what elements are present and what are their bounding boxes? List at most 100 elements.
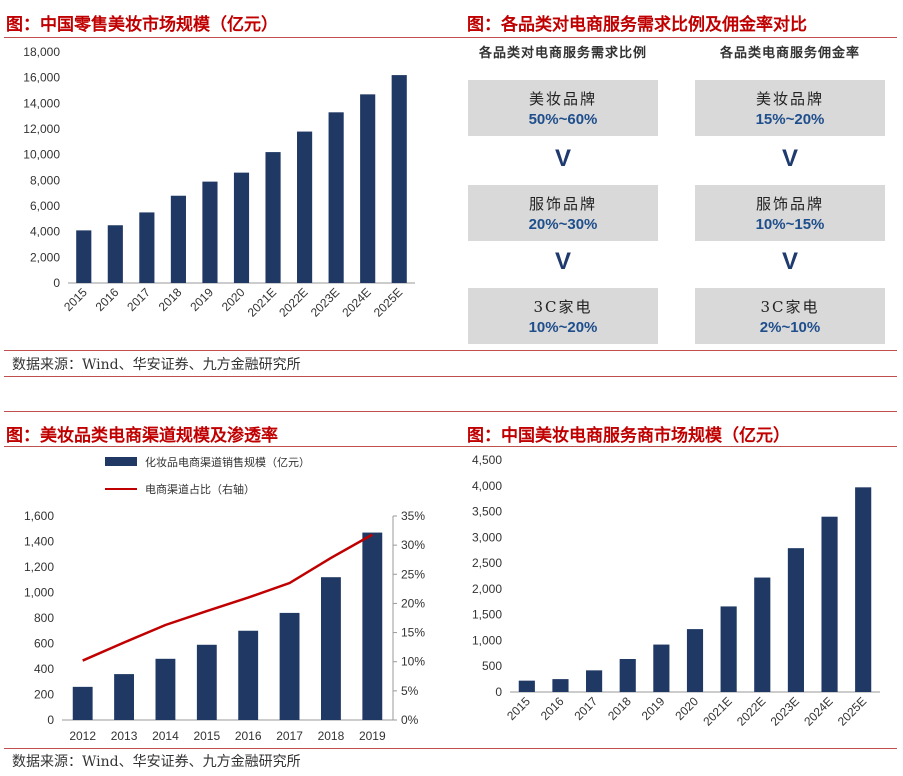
x-tick-label: 2019 xyxy=(639,694,668,723)
x-tick-label: 2024E xyxy=(339,285,373,319)
bar xyxy=(586,670,603,692)
chevron-down-icon: V xyxy=(781,248,798,275)
col2-box-beauty: 美妆品牌 15%~20% xyxy=(695,80,885,136)
bar xyxy=(139,212,155,283)
x-tick-label: 2023E xyxy=(768,694,802,728)
y-tick-label: 0 xyxy=(47,713,54,727)
box-name: 3C家电 xyxy=(760,298,820,316)
chevron-down-icon: V xyxy=(554,248,571,275)
beauty-ecommerce-channel-chart: 0 200 400 600 800 1,000 1,200 1,400 1,600 2012 201… xyxy=(24,509,425,743)
y-tick-label: 4,500 xyxy=(472,453,502,467)
bar xyxy=(196,644,217,720)
top-divider xyxy=(4,37,897,38)
bar xyxy=(265,152,281,283)
bar xyxy=(202,181,218,283)
bar xyxy=(107,225,123,283)
bottom-source-note: 数据来源：Wind、华安证券、九方金融研究所 xyxy=(12,754,301,770)
x-tick-label: 2024E xyxy=(801,694,835,728)
y-tick-label: 12,000 xyxy=(23,122,60,136)
y-tick-label: 4,000 xyxy=(30,225,60,239)
bar xyxy=(720,606,737,692)
x-tick-label: 2022E xyxy=(276,285,310,319)
y2-tick-label: 35% xyxy=(401,509,425,523)
x-tick-label: 2014 xyxy=(152,729,179,743)
y-tick-label: 0 xyxy=(495,685,502,699)
x-tick-label: 2023E xyxy=(308,285,342,319)
chart1-title: 图：中国零售美妆市场规模（亿元） xyxy=(6,15,278,35)
bar xyxy=(114,674,134,720)
box-range: 50%~60% xyxy=(528,111,598,128)
y-tick-label: 500 xyxy=(482,659,502,673)
x-tick-label: 2018 xyxy=(156,285,185,314)
bottom-title-divider xyxy=(4,446,897,447)
y-tick-label: 200 xyxy=(34,688,54,702)
bar xyxy=(76,230,92,283)
legend-bar-label: 化妆品电商渠道销售规模（亿元） xyxy=(145,456,310,469)
y-tick-label: 3,500 xyxy=(472,505,502,519)
bar xyxy=(787,548,804,692)
x-tick-label: 2025E xyxy=(835,694,869,728)
bar xyxy=(754,577,771,692)
y-tick-label: 400 xyxy=(34,662,54,676)
x-tick-label: 2018 xyxy=(605,694,634,723)
retail-beauty-market-chart: 0 2,000 4,000 6,000 8,000 10,000 12,000 14,000 1… xyxy=(23,45,415,320)
beauty-ecommerce-service-chart: 0 500 1,000 1,500 2,000 2,500 3,000 3,500 4,000 4… xyxy=(472,453,880,729)
bar xyxy=(321,577,341,720)
bar xyxy=(360,94,376,283)
y-tick-label: 1,200 xyxy=(24,560,54,574)
y-tick-label: 1,600 xyxy=(24,509,54,523)
bar xyxy=(619,659,636,692)
bar xyxy=(821,516,838,692)
y-tick-label: 1,400 xyxy=(24,535,54,549)
col1-heading: 各品类对电商服务需求比例 xyxy=(478,46,647,61)
bar xyxy=(170,195,186,283)
x-tick-label: 2016 xyxy=(235,729,262,743)
chart4-title: 图：中国美妆电商服务商市场规模（亿元） xyxy=(467,426,790,446)
top-bottom-divider xyxy=(4,376,897,377)
bottom-top-divider xyxy=(4,411,897,412)
legend-bar-swatch xyxy=(105,457,137,466)
y-tick-label: 10,000 xyxy=(23,148,60,162)
y-tick-label: 0 xyxy=(53,276,60,290)
box-name: 3C家电 xyxy=(533,298,593,316)
col1-box-beauty: 美妆品牌 50%~60% xyxy=(468,80,658,136)
x-tick-label: 2015 xyxy=(61,285,90,314)
y-tick-label: 600 xyxy=(34,637,54,651)
bar xyxy=(653,644,670,692)
y2-tick-label: 20% xyxy=(401,596,425,610)
top-source-divider xyxy=(4,350,897,351)
chart3-title: 图：美妆品类电商渠道规模及渗透率 xyxy=(6,426,278,446)
x-tick-label: 2021E xyxy=(700,694,734,728)
bar xyxy=(391,75,407,283)
y-tick-label: 1,000 xyxy=(472,633,502,647)
x-tick-label: 2016 xyxy=(93,285,122,314)
x-tick-label: 2021E xyxy=(245,285,279,319)
chart2-title: 图：各品类对电商服务需求比例及佣金率对比 xyxy=(467,15,807,35)
chevron-down-icon: V xyxy=(554,145,571,172)
bar xyxy=(328,112,344,283)
bar xyxy=(362,532,383,720)
bar xyxy=(72,686,93,720)
x-tick-label: 2020 xyxy=(672,694,701,723)
y2-tick-label: 10% xyxy=(401,655,425,669)
box-name: 服饰品牌 xyxy=(755,195,824,213)
legend-line-label: 电商渠道占比（右轴） xyxy=(145,483,255,496)
bar xyxy=(552,679,569,692)
x-tick-label: 2018 xyxy=(318,729,345,743)
y-tick-label: 1,500 xyxy=(472,608,502,622)
x-tick-label: 2019 xyxy=(187,285,216,314)
x-tick-label: 2017 xyxy=(124,285,153,314)
bar xyxy=(233,172,250,283)
y-tick-label: 8,000 xyxy=(30,173,60,187)
col2-box-3c: 3C家电 2%~10% xyxy=(695,288,885,344)
col2-heading: 各品类电商服务佣金率 xyxy=(719,46,860,61)
y2-tick-label: 5% xyxy=(401,684,419,698)
x-tick-label: 2017 xyxy=(276,729,303,743)
box-name: 服饰品牌 xyxy=(528,195,597,213)
box-range: 15%~20% xyxy=(755,111,825,128)
y-tick-label: 2,500 xyxy=(472,556,502,570)
y2-tick-label: 0% xyxy=(401,713,419,727)
bar xyxy=(297,131,313,283)
col1-box-apparel: 服饰品牌 20%~30% xyxy=(468,185,658,241)
bar xyxy=(518,680,535,692)
